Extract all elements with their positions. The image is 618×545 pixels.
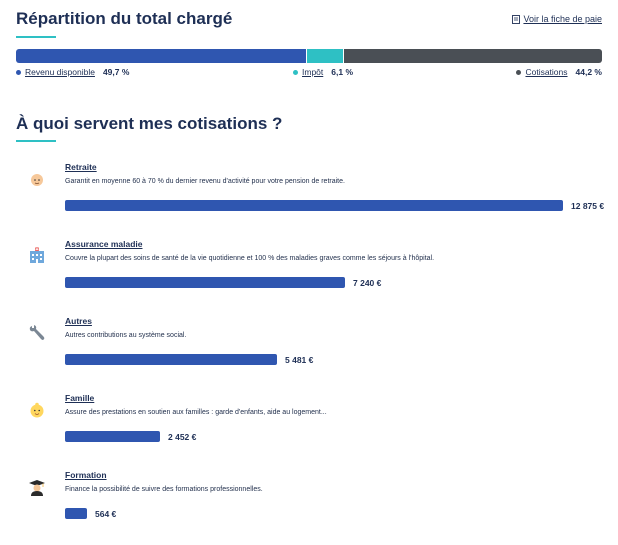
contribution-assurance-maladie: Assurance maladie Couvre la plupart des … [16,239,602,311]
segment-cotisations [343,49,602,63]
page-title: Répartition du total chargé [16,9,233,28]
segment-revenu-disponible [16,49,307,63]
title-underline [16,36,56,38]
legend-dot [293,69,298,75]
contribution-bar [65,431,160,442]
legend-cotisations: Cotisations 44,2 % [516,67,602,77]
document-icon [512,14,521,24]
contribution-bar [65,508,87,519]
contribution-amount: 12 875 € [571,201,605,211]
contribution-title[interactable]: Autres [65,316,92,326]
total-breakdown-bar [16,49,602,63]
contribution-title[interactable]: Retraite [65,162,97,172]
legend-value: 49,7 % [102,67,130,77]
legend-label[interactable]: Cotisations [525,67,568,77]
legend-label[interactable]: Revenu disponible [25,67,95,77]
contribution-description: Garantit en moyenne 60 à 70 % du dernier… [65,178,345,185]
legend-impot: Impôt 6,1 % [293,67,353,77]
contribution-retraite: Retraite Garantit en moyenne 60 à 70 % d… [16,162,605,234]
contribution-famille: Famille Assure des prestations en soutie… [16,393,602,465]
contribution-title[interactable]: Assurance maladie [65,239,143,249]
view-payslip-label: Voir la fiche de paie [523,14,602,24]
contribution-title[interactable]: Formation [65,470,107,480]
contribution-description: Autres contributions au système social. [65,332,187,339]
contribution-description: Finance la possibilité de suivre des for… [65,486,263,493]
legend-value: 44,2 % [575,67,602,77]
baby-icon [30,402,44,418]
contribution-formation: Formation Finance la possibilité de suiv… [16,470,602,542]
wrench-icon [29,325,45,340]
contribution-amount: 2 452 € [168,432,197,442]
contributions-underline [16,140,56,142]
hospital-icon [30,247,44,263]
legend-dot [516,69,522,75]
contribution-bar [65,277,345,288]
legend-revenu-disponible: Revenu disponible 49,7 % [16,67,129,77]
graduate-icon [29,480,45,496]
contributions-title: À quoi servent mes cotisations ? [16,114,283,133]
contribution-autres: Autres Autres contributions au système s… [16,316,602,388]
contribution-description: Assure des prestations en soutien aux fa… [65,409,327,416]
contribution-description: Couvre la plupart des soins de santé de … [65,255,435,262]
segment-impot [307,49,343,63]
contribution-amount: 5 481 € [285,355,314,365]
legend-dot [16,69,21,75]
elderly-person-icon [31,174,43,186]
view-payslip-link[interactable]: Voir la fiche de paie [512,14,602,24]
legend-label[interactable]: Impôt [302,67,324,77]
contribution-amount: 564 € [95,509,117,519]
contribution-bar [65,200,563,211]
legend-value: 6,1 % [331,67,354,77]
contribution-bar [65,354,277,365]
contribution-title[interactable]: Famille [65,393,95,403]
contribution-amount: 7 240 € [353,278,382,288]
